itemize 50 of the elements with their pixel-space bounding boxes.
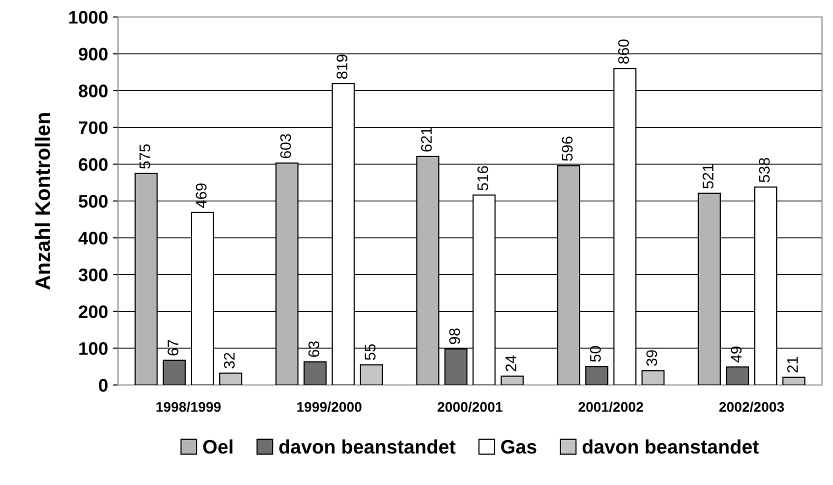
data-label: 21 [787, 356, 798, 372]
y-axis-title: Anzahl Kontrollen [34, 113, 50, 290]
data-label: 819 [336, 54, 348, 79]
data-label: 24 [506, 355, 516, 372]
legend-label: Gas [501, 440, 536, 454]
y-tick-label: 400 [78, 232, 108, 245]
x-tick-label: 2001/2002 [578, 402, 644, 412]
x-tick-label: 2000/2001 [438, 402, 502, 412]
y-tick-label: 100 [79, 342, 108, 355]
bar [585, 366, 608, 385]
y-tick-label: 300 [78, 268, 108, 282]
bar [642, 370, 665, 385]
data-label: 32 [224, 352, 235, 368]
y-tick-label: 800 [78, 84, 108, 98]
data-label: 621 [421, 128, 432, 152]
data-label: 67 [168, 340, 178, 356]
data-label: 596 [562, 136, 573, 161]
y-tick-label: 200 [78, 305, 108, 318]
data-label: 55 [364, 344, 376, 360]
legend-label: davon beanstandet [582, 439, 759, 454]
legend-label: Oel [203, 439, 232, 454]
data-label: 538 [758, 158, 770, 182]
y-tick-label: 1000 [69, 10, 108, 24]
data-label: 603 [280, 134, 292, 158]
bar [782, 376, 806, 385]
y-tick-label: 500 [78, 194, 108, 208]
bar [304, 361, 327, 385]
y-tick-label: 700 [78, 121, 108, 134]
data-label: 575 [140, 144, 150, 169]
x-tick-label: 1999/2000 [297, 402, 362, 412]
bar [726, 366, 750, 385]
x-tick-label: 1998/1999 [156, 402, 221, 412]
data-label: 50 [590, 346, 601, 362]
data-label: 63 [308, 341, 320, 357]
bar [360, 364, 383, 385]
y-tick-label: 900 [78, 48, 108, 61]
data-label: 469 [196, 183, 207, 208]
bar [500, 376, 524, 385]
data-label: 860 [618, 39, 629, 64]
y-tick-label: 0 [98, 378, 108, 392]
data-label: 521 [702, 164, 714, 188]
data-label: 39 [646, 350, 658, 366]
x-tick-label: 2002/2003 [719, 402, 784, 412]
legend-label: davon beanstandet [279, 439, 456, 454]
data-label: 49 [730, 346, 742, 362]
y-tick-label: 600 [78, 158, 108, 171]
bar [219, 372, 242, 385]
bar [162, 360, 186, 385]
data-label: 98 [449, 328, 460, 344]
data-label: 516 [477, 166, 488, 190]
